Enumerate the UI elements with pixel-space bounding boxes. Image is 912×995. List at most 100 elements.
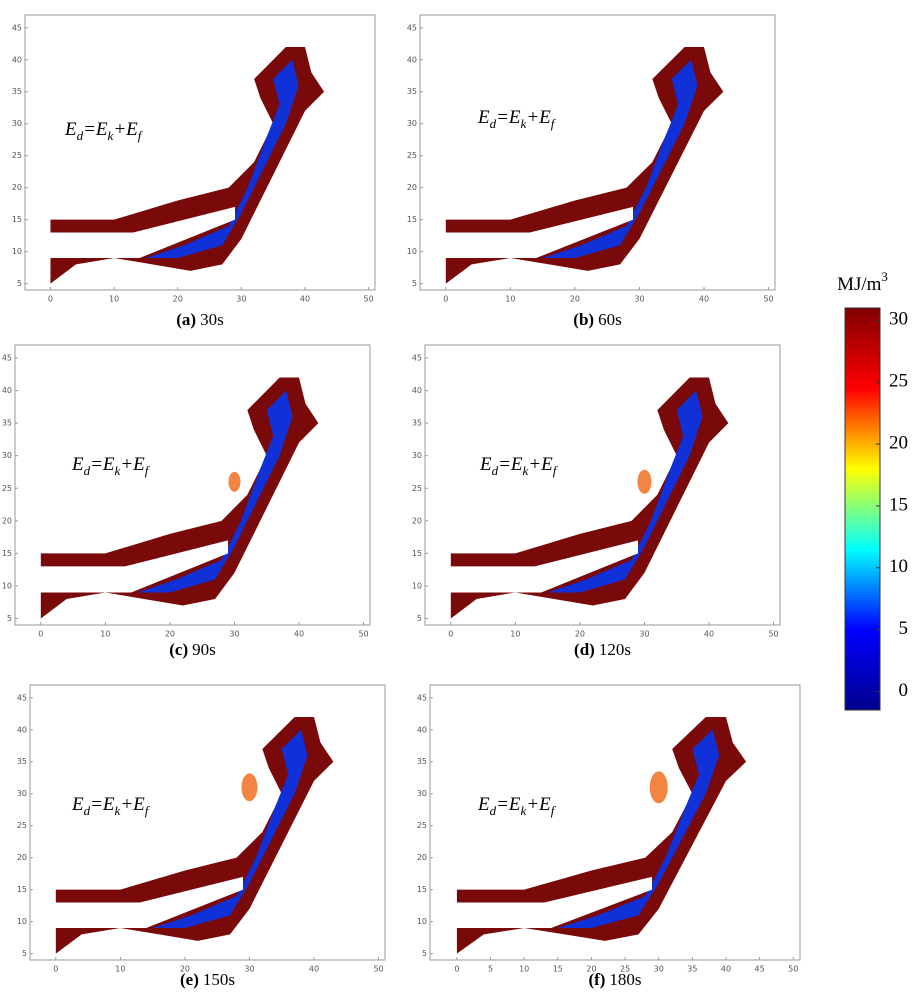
equation-subscript: d: [77, 128, 84, 143]
y-tick-label: 25: [407, 151, 417, 160]
caption: (e) 150s: [180, 970, 235, 989]
x-tick-label: 20: [165, 630, 175, 639]
x-tick-label: 25: [620, 965, 630, 974]
x-tick-label: 30: [654, 965, 664, 974]
deposit-zone: [241, 773, 258, 802]
x-tick-label: 20: [180, 965, 190, 974]
y-tick-label: 15: [412, 549, 422, 558]
panel-label: (c): [169, 640, 188, 659]
y-tick-label: 45: [2, 354, 12, 363]
flow-core: [542, 59, 698, 259]
y-tick-label: 15: [407, 215, 417, 224]
y-tick-label: 20: [17, 853, 27, 862]
y-tick-label: 30: [407, 119, 417, 128]
x-tick-label: 0: [48, 295, 53, 304]
x-tick-label: 30: [244, 965, 254, 974]
y-tick-label: 45: [417, 693, 427, 702]
panel-label: (d): [574, 640, 595, 659]
colorbar-tick-label: 20: [889, 432, 908, 453]
y-tick-label: 15: [17, 885, 27, 894]
x-tick-label: 10: [510, 630, 520, 639]
equation: Ed=Ek+Ef: [479, 454, 559, 478]
colorbar: [844, 307, 881, 711]
x-tick-label: 0: [38, 630, 43, 639]
y-tick-label: 10: [407, 247, 417, 256]
x-tick-label: 50: [358, 630, 368, 639]
x-tick-label: 50: [768, 630, 778, 639]
debris-field: [450, 377, 729, 619]
channel-strip: [450, 876, 652, 929]
flow-core: [547, 390, 703, 593]
x-tick-label: 50: [373, 965, 383, 974]
equation-part: +E: [120, 794, 145, 815]
y-tick-label: 20: [12, 183, 22, 192]
caption: (b) 60s: [573, 310, 621, 329]
y-tick-label: 5: [412, 279, 417, 288]
x-tick-label: 15: [553, 965, 563, 974]
equation-part: E: [71, 454, 84, 475]
y-tick-label: 15: [417, 885, 427, 894]
equation-part: =E: [83, 119, 108, 140]
deposit-zone: [649, 771, 668, 804]
channel-strip: [49, 876, 244, 929]
x-tick-label: 20: [173, 295, 183, 304]
colorbar-tick-label: 10: [889, 556, 908, 577]
y-tick-label: 10: [417, 917, 427, 926]
caption: (d) 120s: [574, 640, 631, 659]
x-tick-label: 30: [229, 630, 239, 639]
y-tick-label: 40: [2, 386, 12, 395]
equation-part: E: [477, 107, 490, 128]
plot-frame: [14, 344, 371, 626]
y-tick-label: 45: [17, 693, 27, 702]
equation-subscript: k: [115, 803, 121, 818]
y-tick-label: 20: [412, 516, 422, 525]
equation-subscript: f: [553, 463, 559, 478]
debris-field: [50, 46, 325, 284]
x-tick-label: 20: [575, 630, 585, 639]
equation-subscript: k: [108, 128, 114, 143]
colorbar-tick-label: 30: [889, 309, 908, 330]
x-tick-label: 10: [505, 295, 515, 304]
equation-subscript: d: [492, 463, 499, 478]
debris-field: [40, 377, 319, 619]
plot-frame: [24, 14, 376, 291]
y-tick-label: 30: [2, 451, 12, 460]
y-tick-label: 40: [412, 386, 422, 395]
y-tick-label: 25: [17, 821, 27, 830]
x-tick-label: 35: [687, 965, 697, 974]
x-tick-label: 40: [699, 295, 709, 304]
debris-field: [456, 716, 747, 954]
x-tick-label: 10: [115, 965, 125, 974]
channel-strip: [44, 206, 235, 259]
equation-part: +E: [526, 794, 551, 815]
panel-time: 90s: [192, 640, 216, 659]
panel-label: (b): [573, 310, 594, 329]
y-tick-label: 20: [407, 183, 417, 192]
equation: Ed=Ek+Ef: [477, 794, 557, 818]
y-tick-label: 30: [12, 119, 22, 128]
equation-subscript: k: [521, 116, 527, 131]
x-tick-label: 50: [763, 295, 773, 304]
equation: Ed=Ek+Ef: [477, 107, 557, 131]
y-tick-label: 5: [417, 614, 422, 623]
x-tick-label: 0: [454, 965, 459, 974]
y-tick-label: 30: [417, 789, 427, 798]
deposit-zone: [637, 469, 652, 494]
channel-strip: [439, 206, 633, 259]
equation: Ed=Ek+Ef: [64, 119, 144, 143]
panel-time: 120s: [599, 640, 631, 659]
y-tick-label: 40: [417, 725, 427, 734]
channel-strip: [444, 540, 638, 593]
y-tick-label: 10: [412, 581, 422, 590]
unit: MJ/m: [837, 274, 882, 295]
equation-part: =E: [498, 454, 523, 475]
panel-label: (e): [180, 970, 199, 989]
panel-time: 180s: [609, 970, 641, 989]
y-tick-label: 40: [12, 55, 22, 64]
y-tick-label: 5: [422, 949, 427, 958]
x-tick-label: 0: [53, 965, 58, 974]
y-tick-label: 45: [407, 23, 417, 32]
x-tick-label: 30: [236, 295, 246, 304]
equation-part: +E: [120, 454, 145, 475]
x-tick-label: 50: [364, 295, 374, 304]
